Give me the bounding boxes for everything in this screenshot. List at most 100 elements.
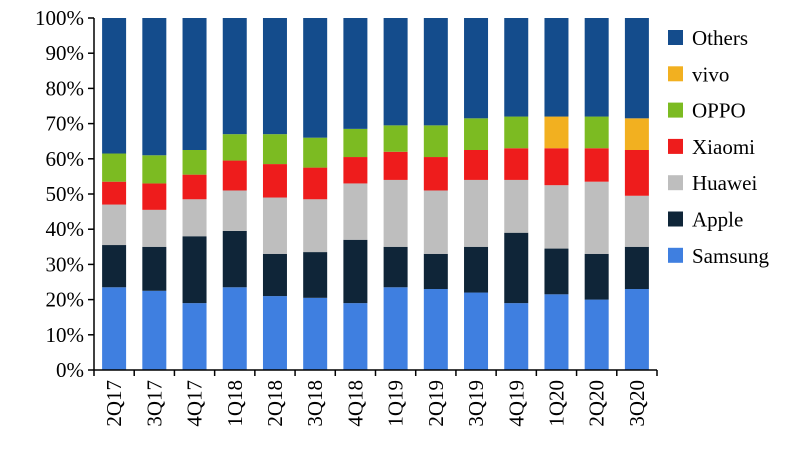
y-tick-label: 40%	[46, 217, 85, 241]
bar-segment-huawei	[142, 209, 167, 247]
bar-segment-oppo	[142, 155, 167, 184]
bar-segment-huawei	[423, 190, 448, 254]
legend-label-huawei: Huawei	[692, 171, 757, 195]
bar-segment-oppo	[423, 125, 448, 158]
legend-label-xiaomi: Xiaomi	[692, 135, 755, 159]
bar-segment-xiaomi	[343, 157, 368, 184]
legend-label-vivo: vivo	[692, 62, 729, 86]
bar-segment-huawei	[303, 199, 328, 253]
bar-segment-samsung	[383, 287, 408, 370]
bar-segment-samsung	[182, 303, 207, 370]
bar-segment-oppo	[102, 153, 127, 182]
bar-segment-oppo	[584, 116, 609, 149]
bar-segment-samsung	[102, 287, 127, 370]
bar-segment-huawei	[102, 204, 127, 246]
bar-segment-huawei	[544, 185, 569, 249]
bar-segment-apple	[383, 246, 408, 288]
bar-segment-apple	[142, 246, 167, 291]
bar-segment-oppo	[182, 150, 207, 175]
bar-segment-apple	[182, 236, 207, 304]
bar-segment-others	[464, 18, 489, 119]
x-tick-label: 3Q17	[142, 380, 166, 427]
legend-swatch-samsung	[668, 247, 683, 263]
x-tick-label: 3Q18	[303, 380, 327, 427]
bar-segment-samsung	[544, 294, 569, 370]
bar-segment-apple	[504, 232, 529, 304]
bar-segment-xiaomi	[584, 148, 609, 182]
bar-segment-apple	[544, 248, 569, 295]
bar-segment-vivo	[624, 118, 649, 150]
bar-segment-oppo	[262, 134, 287, 165]
bar-segment-huawei	[624, 195, 649, 247]
bar-segment-others	[544, 18, 569, 117]
bar-segment-xiaomi	[262, 164, 287, 198]
bar-segment-others	[504, 18, 529, 117]
bar-segment-oppo	[464, 118, 489, 150]
legend-swatch-xiaomi	[668, 138, 683, 154]
bar-segment-huawei	[584, 181, 609, 254]
bar-segment-apple	[464, 246, 489, 293]
bar-segment-huawei	[464, 179, 489, 247]
bar-segment-huawei	[182, 199, 207, 237]
x-tick-label: 1Q19	[384, 380, 408, 427]
bar-segment-xiaomi	[303, 167, 328, 200]
bar-segment-oppo	[303, 137, 328, 168]
bar-segment-others	[343, 18, 368, 129]
bar-segment-others	[102, 18, 127, 154]
y-tick-label: 60%	[46, 147, 85, 171]
bar-segment-huawei	[262, 197, 287, 254]
bar-segment-xiaomi	[504, 148, 529, 180]
x-axis: 2Q17 3Q17 4Q17 1Q18 2Q18 3Q18 4Q18 1Q19 2Q19 3Q19…	[93, 369, 658, 427]
y-axis: 0% 10% 20% 30% 40% 50% 60% 70% 80% 90% 100%	[35, 6, 95, 382]
bar-segment-oppo	[222, 134, 247, 161]
bar-segment-oppo	[343, 128, 368, 158]
bar-segment-apple	[624, 246, 649, 290]
bar-segment-xiaomi	[102, 181, 127, 205]
bar-segment-others	[262, 18, 287, 135]
bar-segment-samsung	[624, 289, 649, 370]
bar-segment-others	[584, 18, 609, 117]
bar-segment-apple	[262, 253, 287, 297]
x-tick-label: 3Q19	[464, 380, 488, 427]
bar-segment-apple	[343, 239, 368, 304]
bar-segment-huawei	[383, 179, 408, 247]
bar-segment-vivo	[544, 116, 569, 149]
y-tick-label: 90%	[46, 41, 85, 65]
y-tick-label: 20%	[46, 288, 85, 312]
y-tick-label: 30%	[46, 252, 85, 276]
legend-swatch-oppo	[668, 102, 683, 118]
bar-segment-huawei	[222, 190, 247, 231]
x-tick-label: 4Q19	[504, 380, 528, 427]
legend-label-oppo: OPPO	[692, 99, 746, 123]
bar-segment-samsung	[343, 303, 368, 370]
x-tick-label: 1Q20	[544, 380, 568, 427]
y-tick-label: 100%	[35, 6, 84, 30]
bar-segment-oppo	[383, 125, 408, 152]
bar-segment-samsung	[423, 289, 448, 370]
bar-segment-samsung	[504, 303, 529, 370]
legend-swatch-huawei	[668, 175, 683, 191]
bar-segment-apple	[102, 245, 127, 288]
x-tick-label: 3Q20	[625, 380, 649, 427]
bar-segment-others	[624, 18, 649, 119]
y-tick-label: 70%	[46, 112, 85, 136]
bar-segment-xiaomi	[544, 148, 569, 186]
bar-segment-samsung	[464, 292, 489, 370]
bar-segment-xiaomi	[464, 150, 489, 180]
bar-segment-xiaomi	[624, 150, 649, 196]
bar-segment-others	[142, 18, 167, 156]
bar-segment-apple	[222, 230, 247, 288]
bar-segment-oppo	[504, 116, 529, 149]
legend-swatch-apple	[668, 211, 683, 227]
legend-label-others: Others	[692, 26, 748, 50]
legend-label-apple: Apple	[692, 208, 743, 232]
bar-segment-apple	[423, 253, 448, 290]
bar-segment-xiaomi	[383, 151, 408, 180]
bar-segment-others	[423, 18, 448, 126]
x-tick-label: 4Q17	[183, 380, 207, 427]
y-tick-label: 80%	[46, 76, 85, 100]
x-tick-label: 2Q20	[585, 380, 609, 427]
bar-segment-others	[222, 18, 247, 135]
bar-segment-apple	[303, 252, 328, 298]
